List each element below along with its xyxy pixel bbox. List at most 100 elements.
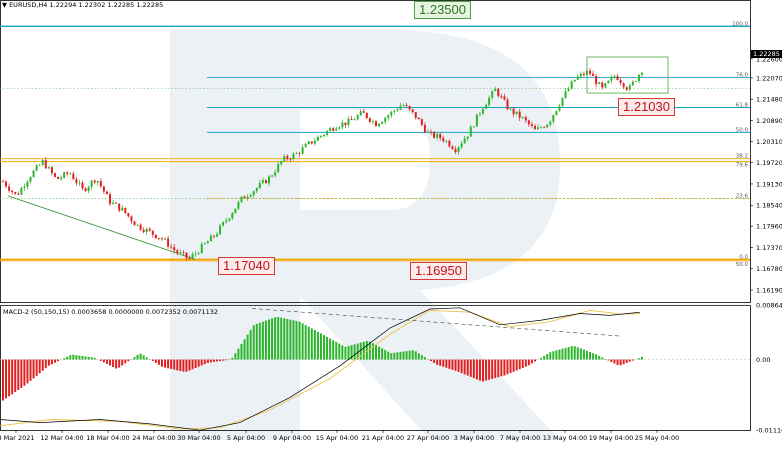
candle-body xyxy=(616,76,619,81)
candle-body xyxy=(231,213,234,219)
candle-body xyxy=(326,130,329,135)
candle-body xyxy=(482,108,485,114)
candle-body xyxy=(344,122,347,126)
chevron-down-icon[interactable]: ▼ xyxy=(2,1,7,9)
candle-body xyxy=(20,187,23,195)
fib-level-label: 61.8 xyxy=(736,102,749,108)
candle-body xyxy=(356,115,359,120)
candle-body xyxy=(460,143,463,148)
candle-body xyxy=(512,108,515,115)
candle-body xyxy=(23,186,26,188)
candle-body xyxy=(546,124,549,128)
price-tick-label: 1.20890 xyxy=(756,117,782,125)
candle-body xyxy=(240,196,243,202)
candle-body xyxy=(237,201,240,209)
candle-body xyxy=(420,119,423,125)
candle-body xyxy=(567,88,570,92)
candle-body xyxy=(454,149,457,153)
candle-body xyxy=(32,170,35,178)
candle-body xyxy=(102,186,105,192)
time-tick-label: 5 Apr 04:00 xyxy=(227,434,265,442)
candle-body xyxy=(402,104,405,106)
candle-body xyxy=(2,181,4,183)
candle-body xyxy=(561,97,564,106)
candle-body xyxy=(353,119,356,121)
candle-body xyxy=(69,173,72,175)
candle-body xyxy=(26,181,29,187)
price-badge-121030: 1.21030 xyxy=(618,98,675,116)
candle-body xyxy=(264,180,267,184)
current-price-label: 1.22285 xyxy=(751,50,782,58)
watermark-logo-icon xyxy=(170,30,560,440)
candle-body xyxy=(478,113,481,115)
candle-body xyxy=(497,88,500,96)
candle-body xyxy=(50,167,53,174)
candle-body xyxy=(518,111,521,118)
candle-body xyxy=(258,182,261,189)
candle-body xyxy=(341,122,344,128)
price-tick-label: 1.21480 xyxy=(756,96,782,104)
candle-body xyxy=(393,110,396,112)
candle-body xyxy=(164,238,167,240)
time-tick-label: 27 Apr 04:00 xyxy=(407,434,449,442)
candle-body xyxy=(209,235,212,242)
candle-body xyxy=(139,224,142,230)
candle-body xyxy=(491,91,494,98)
candle-body xyxy=(430,131,433,133)
candle-body xyxy=(335,128,338,131)
price-tick-label: 1.22070 xyxy=(756,74,782,82)
candle-body xyxy=(509,108,512,110)
time-tick-label: 21 Apr 04:00 xyxy=(362,434,404,442)
candle-body xyxy=(313,140,316,144)
symbol-quote-text: EURUSD,H4 1.22294 1.22302 1.22285 1.2228… xyxy=(9,1,164,9)
candle-body xyxy=(371,121,374,123)
price-tick-label: 1.16780 xyxy=(756,265,782,273)
time-tick-label: 8 Mar 2021 xyxy=(0,434,35,442)
candle-body xyxy=(310,141,313,144)
time-tick-label: 13 May 04:00 xyxy=(543,434,588,442)
time-tick-label: 25 May 04:00 xyxy=(635,434,680,442)
fib-level-label: 23.6 xyxy=(736,193,749,199)
candle-body xyxy=(228,218,231,221)
candle-body xyxy=(414,112,417,119)
candle-body xyxy=(261,180,264,183)
candle-body xyxy=(78,182,81,184)
candle-body xyxy=(359,111,362,116)
price-badge-117040: 1.17040 xyxy=(218,257,275,275)
candle-body xyxy=(234,208,237,214)
candle-body xyxy=(381,121,384,124)
candle-body xyxy=(527,120,530,125)
price-tick-label: 1.17960 xyxy=(756,223,782,231)
price-tick-label: 1.22600 xyxy=(756,55,782,63)
candle-body xyxy=(252,191,255,196)
candle-body xyxy=(35,165,38,171)
candle-body xyxy=(488,97,491,105)
symbol-header: ▼ EURUSD,H4 1.22294 1.22302 1.22285 1.22… xyxy=(2,1,163,9)
candle-body xyxy=(332,128,335,131)
candlestick-series xyxy=(2,67,643,261)
candle-body xyxy=(222,221,225,226)
candle-body xyxy=(179,252,182,254)
candle-body xyxy=(130,216,133,222)
candle-body xyxy=(503,96,506,100)
candle-body xyxy=(75,179,78,184)
candle-body xyxy=(463,138,466,144)
time-tick-label: 9 Apr 04:00 xyxy=(273,434,311,442)
candle-body xyxy=(84,188,87,192)
candle-body xyxy=(445,140,448,142)
price-tick-label: 1.16190 xyxy=(756,287,782,295)
candle-body xyxy=(466,136,469,139)
candle-body xyxy=(564,91,567,98)
candle-body xyxy=(118,203,121,211)
time-tick-label: 12 Mar 04:00 xyxy=(40,434,83,442)
candle-body xyxy=(319,135,322,137)
candle-body xyxy=(121,207,124,211)
candle-body xyxy=(109,194,112,204)
candle-body xyxy=(157,238,160,239)
candle-body xyxy=(53,173,56,177)
target-zone-rect xyxy=(586,56,669,94)
candle-body xyxy=(216,234,219,237)
candle-body xyxy=(246,196,249,199)
